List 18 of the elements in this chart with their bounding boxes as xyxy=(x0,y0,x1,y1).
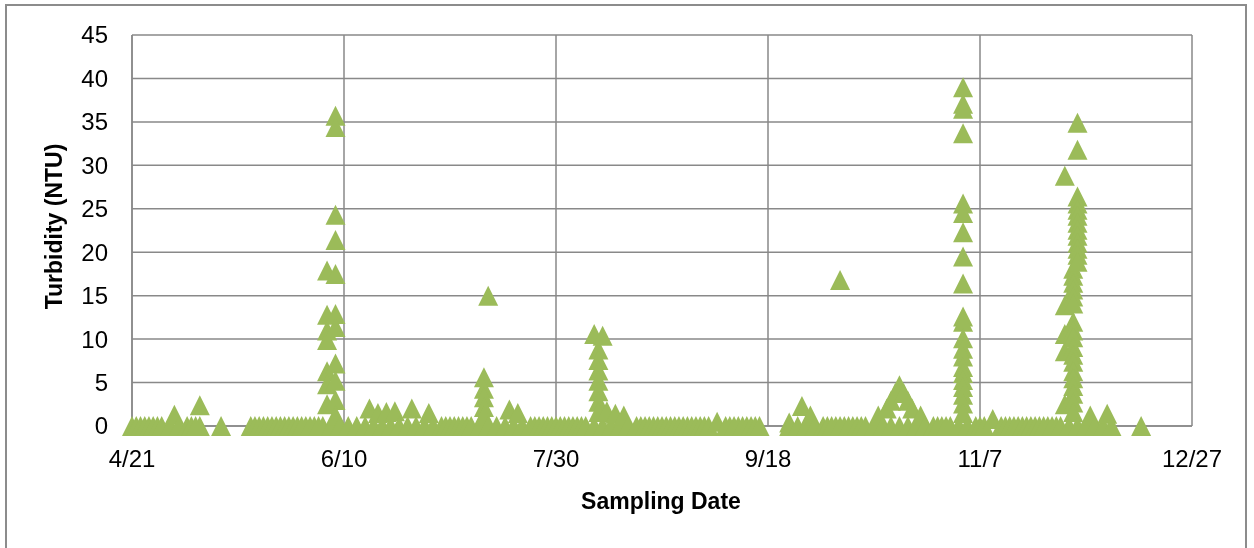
x-tick-label: 12/27 xyxy=(1161,445,1223,472)
x-tick-label: 9/18 xyxy=(744,445,792,472)
y-tick-label: 25 xyxy=(81,195,108,223)
y-tick-label: 15 xyxy=(81,282,108,310)
y-tick-label: 10 xyxy=(81,325,108,353)
y-tick-label: 35 xyxy=(81,108,108,136)
x-axis-title: Sampling Date xyxy=(581,488,741,514)
y-tick-label: 45 xyxy=(81,21,108,49)
x-tick-label: 11/7 xyxy=(957,445,1003,472)
y-tick-label: 30 xyxy=(81,151,108,179)
y-axis-title: Turbidity (NTU) xyxy=(41,143,67,310)
x-tick-label: 7/30 xyxy=(532,445,580,472)
y-tick-label: 20 xyxy=(81,238,108,266)
x-tick-label: 4/21 xyxy=(108,445,156,472)
y-tick-label: 0 xyxy=(94,412,108,440)
x-tick-label: 6/10 xyxy=(320,445,368,472)
y-tick-label: 40 xyxy=(81,64,108,92)
y-tick-label: 5 xyxy=(94,368,108,396)
